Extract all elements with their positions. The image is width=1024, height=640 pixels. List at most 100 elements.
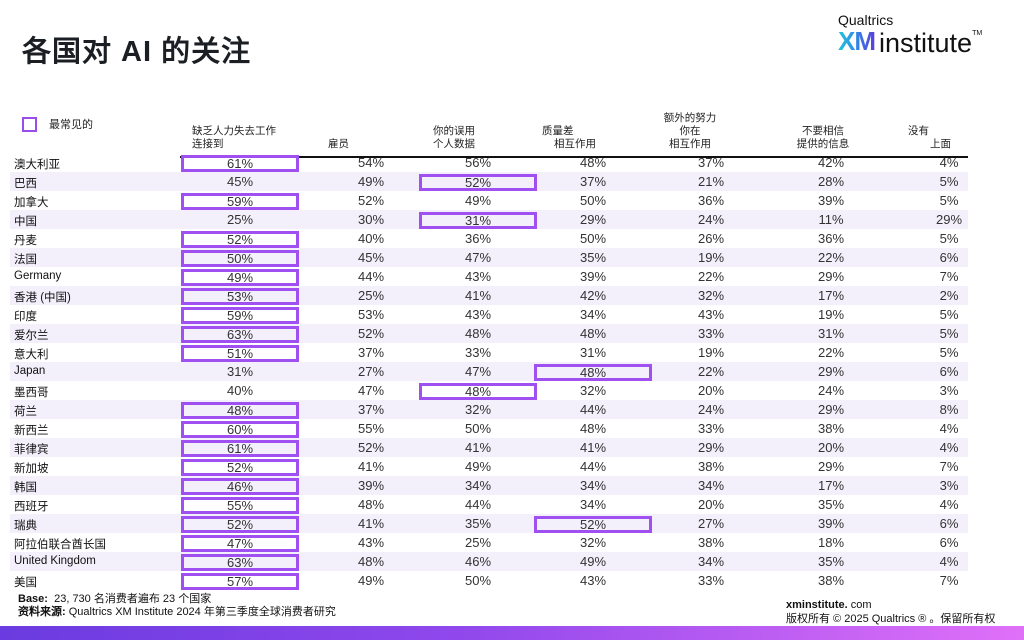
- highlighted-value-cell: 61%: [181, 155, 299, 172]
- bottom-gradient-bar: [0, 626, 1024, 640]
- value-cell: 50%: [464, 573, 492, 588]
- value-cell: 20%: [817, 440, 845, 455]
- value-cell: 53%: [357, 307, 385, 322]
- site-link[interactable]: xminstitute.: [786, 599, 848, 611]
- value-cell: 36%: [817, 231, 845, 246]
- value-cell: 22%: [817, 345, 845, 360]
- value-cell: 19%: [697, 345, 725, 360]
- value-cell: 4%: [939, 155, 959, 170]
- table-row: 新西兰 60% 55% 50% 48% 33% 38% 4%: [10, 419, 968, 438]
- highlighted-value-cell: 52%: [419, 174, 537, 191]
- logo-qualtrics-text: Qualtrics: [838, 12, 894, 28]
- country-name: 瑞典: [14, 520, 37, 532]
- value-cell: 33%: [697, 326, 725, 341]
- footer-source: Base: 23, 730 名消费者遍布 23 个国家 资料来源: Qualtr…: [18, 593, 368, 619]
- highlighted-value-cell: 52%: [181, 459, 299, 476]
- logo-trademark: TM: [972, 30, 983, 37]
- value-cell: 39%: [817, 193, 845, 208]
- value-cell: 4%: [939, 554, 959, 569]
- value-cell: 29%: [935, 212, 963, 227]
- table-row: 巴西 45% 49% 52% 37% 21% 28% 5%: [10, 172, 968, 191]
- highlighted-value-cell: 48%: [534, 364, 652, 381]
- value-cell: 6%: [939, 250, 959, 265]
- logo-xm-text: XM: [838, 26, 876, 56]
- value-cell: 24%: [697, 212, 725, 227]
- value-cell: 31%: [226, 364, 254, 379]
- value-cell: 2%: [939, 288, 959, 303]
- value-cell: 22%: [697, 269, 725, 284]
- source-text: Qualtrics XM Institute 2024 年第三季度全球消费者研究: [68, 606, 336, 618]
- value-cell: 42%: [579, 288, 607, 303]
- highlighted-value-cell: 57%: [181, 573, 299, 590]
- value-cell: 3%: [939, 478, 959, 493]
- value-cell: 34%: [579, 307, 607, 322]
- value-cell: 18%: [817, 535, 845, 550]
- value-cell: 5%: [939, 174, 959, 189]
- country-name: 阿拉伯联合酋长国: [14, 539, 106, 551]
- value-cell: 43%: [697, 307, 725, 322]
- table-row: Japan 31% 27% 47% 48% 22% 29% 6%: [10, 362, 968, 381]
- value-cell: 7%: [939, 269, 959, 284]
- country-name: 印度: [14, 311, 37, 323]
- table-row: 印度 59% 53% 43% 34% 43% 19% 5%: [10, 305, 968, 324]
- value-cell: 35%: [817, 497, 845, 512]
- value-cell: 34%: [579, 478, 607, 493]
- value-cell: 56%: [464, 155, 492, 170]
- country-name: 墨西哥: [14, 387, 49, 399]
- value-cell: 38%: [697, 459, 725, 474]
- country-name: 新加坡: [14, 463, 49, 475]
- value-cell: 33%: [464, 345, 492, 360]
- highlighted-value-cell: 63%: [181, 554, 299, 571]
- table-row: 菲律宾 61% 52% 41% 41% 29% 20% 4%: [10, 438, 968, 457]
- value-cell: 27%: [357, 364, 385, 379]
- legend-highlight-swatch-icon: [22, 116, 37, 132]
- value-cell: 21%: [697, 174, 725, 189]
- value-cell: 31%: [817, 326, 845, 341]
- value-cell: 52%: [357, 440, 385, 455]
- country-name: 丹麦: [14, 235, 37, 247]
- table-row: 爱尔兰 63% 52% 48% 48% 33% 31% 5%: [10, 324, 968, 343]
- value-cell: 4%: [939, 497, 959, 512]
- header-divider: [180, 156, 968, 158]
- value-cell: 24%: [817, 383, 845, 398]
- value-cell: 55%: [357, 421, 385, 436]
- column-header-7: 没有 上面: [908, 125, 951, 151]
- highlighted-value-cell: 46%: [181, 478, 299, 495]
- value-cell: 47%: [464, 364, 492, 379]
- value-cell: 48%: [579, 155, 607, 170]
- value-cell: 50%: [579, 193, 607, 208]
- value-cell: 34%: [464, 478, 492, 493]
- legend-label: 最常见的: [49, 119, 93, 131]
- value-cell: 25%: [226, 212, 254, 227]
- column-header-5-line1: 你在: [679, 125, 701, 137]
- value-cell: 35%: [579, 250, 607, 265]
- value-cell: 29%: [817, 459, 845, 474]
- value-cell: 19%: [697, 250, 725, 265]
- value-cell: 5%: [939, 345, 959, 360]
- country-name: 韩国: [14, 482, 37, 494]
- value-cell: 27%: [697, 516, 725, 531]
- value-cell: 29%: [579, 212, 607, 227]
- highlighted-value-cell: 31%: [419, 212, 537, 229]
- country-name: United Kingdom: [14, 555, 96, 567]
- value-cell: 4%: [939, 440, 959, 455]
- value-cell: 39%: [579, 269, 607, 284]
- country-name: 法国: [14, 254, 37, 266]
- column-header-2: 雇员: [328, 138, 349, 151]
- value-cell: 39%: [817, 516, 845, 531]
- highlighted-value-cell: 50%: [181, 250, 299, 267]
- column-header-3-line1: 你的误用: [433, 125, 475, 137]
- table-row: 香港 (中国) 53% 25% 41% 42% 32% 17% 2%: [10, 286, 968, 305]
- highlighted-value-cell: 52%: [181, 516, 299, 533]
- value-cell: 41%: [357, 459, 385, 474]
- value-cell: 4%: [939, 421, 959, 436]
- value-cell: 8%: [939, 402, 959, 417]
- value-cell: 35%: [817, 554, 845, 569]
- value-cell: 41%: [464, 288, 492, 303]
- column-header-5-line2: 相互作用: [669, 138, 711, 150]
- value-cell: 29%: [697, 440, 725, 455]
- value-cell: 37%: [697, 155, 725, 170]
- table-row: 丹麦 52% 40% 36% 50% 26% 36% 5%: [10, 229, 968, 248]
- column-header-5-line0: 额外的努力: [663, 112, 717, 124]
- value-cell: 32%: [579, 383, 607, 398]
